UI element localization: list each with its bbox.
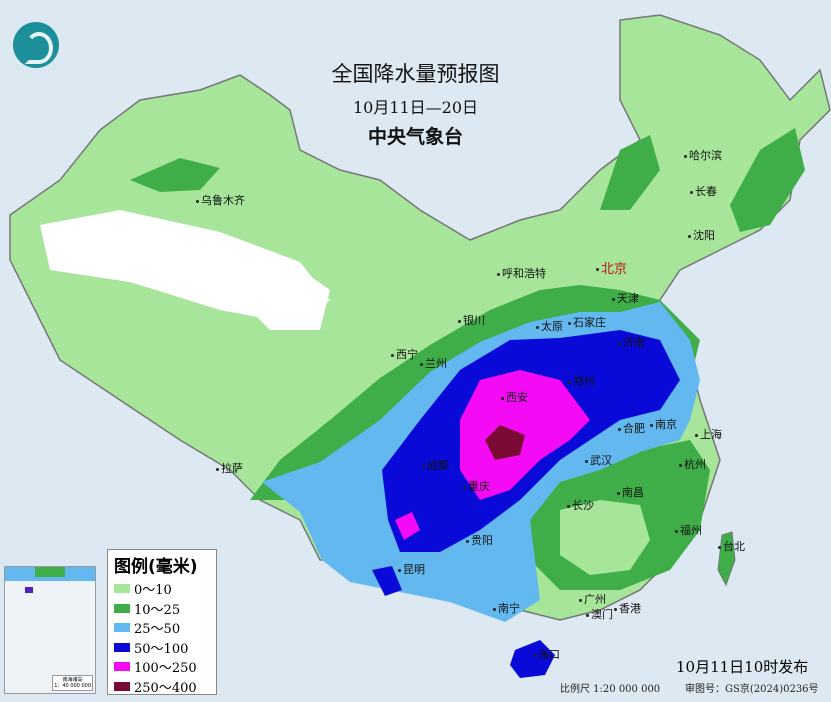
legend-item: 50～100 <box>114 638 210 658</box>
city-label: 西安 <box>501 389 528 405</box>
legend-swatch <box>114 681 130 691</box>
city-label: 重庆 <box>463 478 490 494</box>
zone-50-100-yunnan <box>372 566 402 596</box>
legend-item: 250～400 <box>114 677 210 697</box>
legend-label: 10～25 <box>134 602 181 618</box>
legend-swatch <box>114 623 130 633</box>
city-label: 兰州 <box>420 355 447 371</box>
legend-item: 0～10 <box>114 579 210 599</box>
city-label: 杭州 <box>679 456 706 472</box>
city-label: 南京 <box>650 416 677 432</box>
city-label: 福州 <box>675 522 702 538</box>
legend-item: 10～25 <box>114 599 210 619</box>
city-label: 海口 <box>533 646 560 662</box>
zone-0-10-south <box>560 500 650 575</box>
legend-label: 0～10 <box>134 583 172 599</box>
city-label: 银川 <box>458 312 485 328</box>
zone-10-25-north <box>600 135 660 210</box>
legend-title: 图例(毫米) <box>114 557 198 577</box>
zone-250-400 <box>485 425 525 460</box>
city-label: 武汉 <box>585 452 612 468</box>
zone-100-250-sichuan <box>395 512 420 540</box>
city-label: 台北 <box>718 538 745 554</box>
city-label: 南昌 <box>617 484 644 500</box>
city-label: 天津 <box>612 290 639 306</box>
city-label: 太原 <box>536 318 563 334</box>
cma-logo <box>13 22 59 68</box>
south-china-sea-inset: 南海诸岛 1：40 000 000 <box>4 566 96 694</box>
inset-scale: 1：40 000 000 <box>54 683 91 689</box>
legend-swatch <box>114 584 130 594</box>
city-label: 南宁 <box>493 600 520 616</box>
zone-10-25-northeast <box>730 128 805 232</box>
zone-0-10-white-2 <box>240 262 330 330</box>
legend-swatch <box>114 603 130 613</box>
city-label: 呼和浩特 <box>497 265 546 281</box>
legend-label: 25～50 <box>134 622 181 638</box>
map-title: 全国降水量预报图 <box>331 62 500 86</box>
city-label: 澳门 <box>586 606 613 622</box>
date-range: 10月11日—20日 <box>352 98 479 117</box>
city-label: 济南 <box>618 334 645 350</box>
city-label: 贵阳 <box>466 532 493 548</box>
legend-label: 250～400 <box>134 680 197 696</box>
issuer: 中央气象台 <box>367 126 463 148</box>
city-label: 昆明 <box>398 561 425 577</box>
legend-swatch <box>114 662 130 672</box>
legend-label: 100～250 <box>134 661 197 677</box>
approval-number: 审图号：GS京(2024)0236号 <box>685 684 819 695</box>
city-label: 石家庄 <box>568 314 606 330</box>
city-label: 哈尔滨 <box>684 147 722 163</box>
issued-time: 10月11日10时发布 <box>676 658 809 676</box>
legend-item: 100～250 <box>114 657 210 677</box>
legend-item: 25～50 <box>114 618 210 638</box>
city-label: 郑州 <box>568 373 595 389</box>
city-label: 广州 <box>579 591 606 607</box>
inset-label: 南海诸岛 <box>62 677 83 683</box>
legend-label: 50～100 <box>134 641 189 657</box>
city-label: 成都 <box>422 457 449 473</box>
city-label: 香港 <box>614 600 641 616</box>
city-label: 合肥 <box>618 420 645 436</box>
zone-10-25-xinjiang <box>130 158 220 192</box>
legend-swatch <box>114 642 130 652</box>
scale-text: 比例尺 1:20 000 000 <box>560 684 661 695</box>
city-label: 长春 <box>690 183 717 199</box>
city-label: 长沙 <box>567 497 594 513</box>
city-label: 北京 <box>596 258 627 277</box>
city-label: 上海 <box>695 426 722 442</box>
city-label: 沈阳 <box>688 227 715 243</box>
city-label: 西宁 <box>391 346 418 362</box>
legend: 图例(毫米) 0～10 10～25 25～50 50～100 100～250 250～40… <box>107 549 217 697</box>
city-label: 乌鲁木齐 <box>196 192 245 208</box>
city-label: 拉萨 <box>216 460 243 476</box>
